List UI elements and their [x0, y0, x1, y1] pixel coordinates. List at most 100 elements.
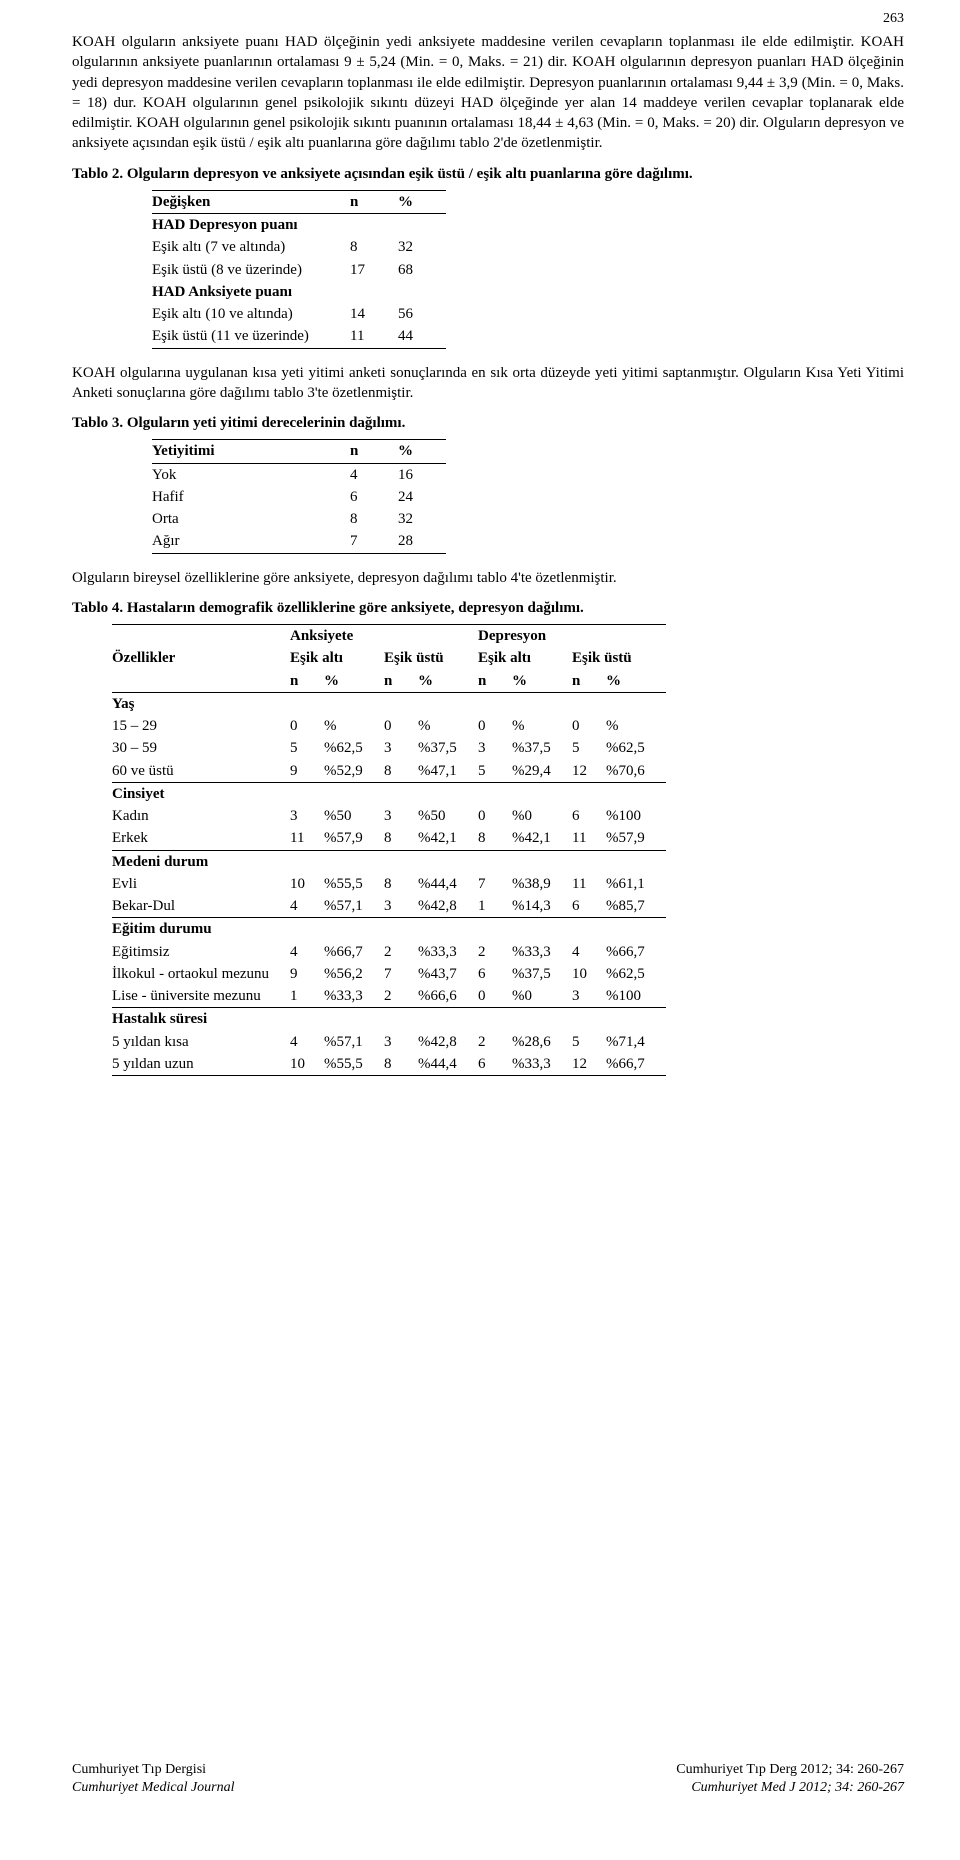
- t4-subheader: Eşik üstü: [572, 647, 666, 669]
- t4-group-anksiyete: Anksiyete: [290, 625, 478, 648]
- t4-cell: 0: [290, 715, 324, 737]
- t4-cell: 4: [290, 941, 324, 963]
- t4-cell: %56,2: [324, 963, 384, 985]
- table2-section-label: HAD Anksiyete puanı: [152, 281, 446, 303]
- t4-cell: 15 – 29: [112, 715, 290, 737]
- t4-cell: 0: [384, 715, 418, 737]
- t4-cell: 4: [290, 1031, 324, 1053]
- table2-cell: Eşik üstü (8 ve üzerinde): [152, 259, 350, 281]
- t4-subheader: Özellikler: [112, 647, 290, 669]
- t4-cell: %55,5: [324, 1053, 384, 1076]
- table2-cell: 32: [398, 236, 446, 258]
- t4-cell: %66,6: [418, 985, 478, 1008]
- table2-cell: 11: [350, 325, 398, 348]
- t4-group-depresyon: Depresyon: [478, 625, 666, 648]
- t4-cell: 5 yıldan uzun: [112, 1053, 290, 1076]
- t4-cell: 3: [384, 737, 418, 759]
- table2-cell: Eşik üstü (11 ve üzerinde): [152, 325, 350, 348]
- t4-cell: İlkokul - ortaokul mezunu: [112, 963, 290, 985]
- table2-cell: Eşik altı (10 ve altında): [152, 303, 350, 325]
- t4-cell: 30 – 59: [112, 737, 290, 759]
- t4-cell: %42,8: [418, 1031, 478, 1053]
- table3-cell: 24: [398, 486, 446, 508]
- t4-cell: 1: [290, 985, 324, 1008]
- table3-header: %: [398, 440, 446, 463]
- t4-cell: %33,3: [512, 941, 572, 963]
- t4-npct: %: [512, 670, 572, 693]
- t4-cell: %57,1: [324, 1031, 384, 1053]
- t4-cell: 12: [572, 1053, 606, 1076]
- table2-cell: 8: [350, 236, 398, 258]
- t4-cell: %: [606, 715, 666, 737]
- t4-cell: %38,9: [512, 873, 572, 895]
- t4-blank: [112, 625, 290, 648]
- paragraph-3: Olguların bireysel özelliklerine göre an…: [72, 568, 904, 588]
- table2-cell: Eşik altı (7 ve altında): [152, 236, 350, 258]
- footer-left-1: Cumhuriyet Tıp Dergisi: [72, 1761, 235, 1779]
- t4-cell: %: [324, 715, 384, 737]
- t4-cell: 8: [384, 827, 418, 850]
- t4-cell: %33,3: [512, 1053, 572, 1076]
- t4-cell: %42,1: [512, 827, 572, 850]
- t4-cell: %57,1: [324, 895, 384, 918]
- table-2: Değişkenn%HAD Depresyon puanıEşik altı (…: [152, 190, 446, 349]
- t4-cell: 3: [478, 737, 512, 759]
- t4-cell: %70,6: [606, 760, 666, 783]
- t4-cell: 5: [478, 760, 512, 783]
- t4-cell: 4: [572, 941, 606, 963]
- table3-cell: 16: [398, 463, 446, 486]
- t4-cell: 10: [290, 1053, 324, 1076]
- paragraph-2: KOAH olgularına uygulanan kısa yeti yiti…: [72, 363, 904, 404]
- t4-cell: 11: [572, 873, 606, 895]
- t4-cell: Kadın: [112, 805, 290, 827]
- table-4: AnksiyeteDepresyon ÖzelliklerEşik altı Eşi…: [112, 624, 666, 1076]
- table2-cell: 17: [350, 259, 398, 281]
- t4-npct: [112, 670, 290, 693]
- t4-cell: 4: [290, 895, 324, 918]
- t4-cell: %55,5: [324, 873, 384, 895]
- t4-npct: n: [290, 670, 324, 693]
- table3-cell: 32: [398, 508, 446, 530]
- t4-cell: Evli: [112, 873, 290, 895]
- t4-cell: 6: [572, 805, 606, 827]
- t4-section-label: Hastalık süresi: [112, 1008, 666, 1031]
- t4-cell: 11: [290, 827, 324, 850]
- t4-cell: 10: [572, 963, 606, 985]
- t4-cell: %66,7: [324, 941, 384, 963]
- t4-cell: 10: [290, 873, 324, 895]
- t4-cell: 0: [572, 715, 606, 737]
- t4-npct: %: [418, 670, 478, 693]
- t4-cell: 5 yıldan kısa: [112, 1031, 290, 1053]
- t4-cell: Lise - üniversite mezunu: [112, 985, 290, 1008]
- t4-cell: 2: [478, 941, 512, 963]
- t4-cell: 6: [478, 963, 512, 985]
- table2-cell: 44: [398, 325, 446, 348]
- page-number: 263: [883, 10, 904, 29]
- table3-title: Tablo 3. Olguların yeti yitimi dereceler…: [72, 413, 904, 433]
- t4-cell: 7: [478, 873, 512, 895]
- table3-cell: 28: [398, 530, 446, 553]
- t4-section-label: Eğitim durumu: [112, 918, 666, 941]
- t4-cell: %42,1: [418, 827, 478, 850]
- t4-cell: Bekar-Dul: [112, 895, 290, 918]
- t4-cell: 7: [384, 963, 418, 985]
- t4-cell: 12: [572, 760, 606, 783]
- table3-cell: 6: [350, 486, 398, 508]
- table2-section-label: HAD Depresyon puanı: [152, 214, 446, 237]
- table2-cell: 68: [398, 259, 446, 281]
- t4-cell: %62,5: [324, 737, 384, 759]
- t4-cell: %85,7: [606, 895, 666, 918]
- t4-npct: n: [384, 670, 418, 693]
- t4-cell: 6: [572, 895, 606, 918]
- table3-cell: 4: [350, 463, 398, 486]
- t4-cell: %100: [606, 805, 666, 827]
- t4-cell: 3: [572, 985, 606, 1008]
- footer-left-2: Cumhuriyet Medical Journal: [72, 1779, 235, 1797]
- t4-subheader: Eşik altı: [290, 647, 384, 669]
- t4-cell: %62,5: [606, 737, 666, 759]
- t4-cell: 60 ve üstü: [112, 760, 290, 783]
- t4-npct: %: [606, 670, 666, 693]
- t4-npct: n: [572, 670, 606, 693]
- footer-right-2: Cumhuriyet Med J 2012; 34: 260-267: [676, 1779, 904, 1797]
- t4-cell: %62,5: [606, 963, 666, 985]
